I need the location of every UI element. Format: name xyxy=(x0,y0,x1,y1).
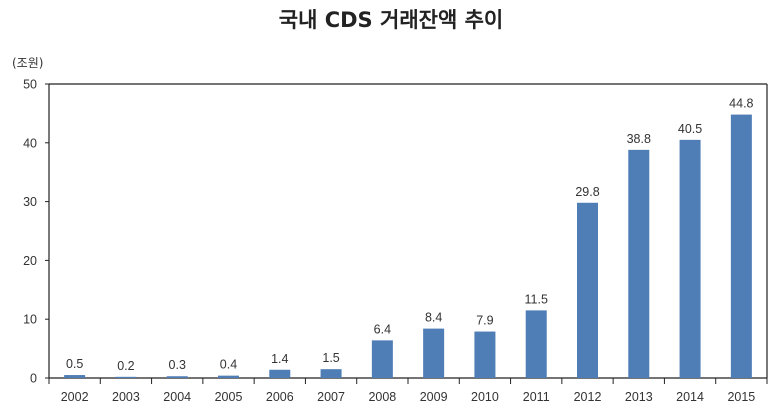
x-tick-label: 2005 xyxy=(215,390,243,404)
data-label-2011: 11.5 xyxy=(525,292,548,306)
data-label-2010: 7.9 xyxy=(476,314,493,328)
x-tick-label: 2003 xyxy=(112,390,140,404)
x-tick-label: 2015 xyxy=(727,390,755,404)
x-tick-label: 2008 xyxy=(368,390,396,404)
data-label-2003: 0.2 xyxy=(117,359,134,373)
bar-2005 xyxy=(218,375,239,378)
bar-2015 xyxy=(730,114,752,379)
y-tick-label: 10 xyxy=(23,313,37,327)
x-tick-label: 2013 xyxy=(625,390,653,404)
bar-2002 xyxy=(64,375,86,378)
y-tick-label: 0 xyxy=(30,372,37,386)
data-label-2012: 29.8 xyxy=(575,185,599,199)
x-tick-label: 2012 xyxy=(574,390,602,404)
x-tick-label: 2007 xyxy=(317,390,345,404)
x-tick-label: 2011 xyxy=(523,390,550,404)
data-label-2007: 1.5 xyxy=(322,351,339,365)
data-label-2014: 40.5 xyxy=(678,122,702,136)
x-tick-label: 2009 xyxy=(420,390,448,404)
y-tick-label: 30 xyxy=(23,195,37,209)
bar-2014 xyxy=(679,139,701,378)
y-tick-label: 20 xyxy=(23,254,37,268)
data-label-2002: 0.5 xyxy=(66,357,83,371)
data-label-2004: 0.3 xyxy=(169,358,186,372)
x-tick-label: 2004 xyxy=(163,390,191,404)
y-tick-label: 40 xyxy=(23,136,37,150)
bar-2012 xyxy=(577,202,598,378)
data-label-2015: 44.8 xyxy=(729,97,753,111)
y-axis-unit-label: (조원) xyxy=(12,56,43,70)
data-label-2006: 1.4 xyxy=(271,352,288,366)
bar-2007 xyxy=(320,369,342,378)
data-label-2005: 0.4 xyxy=(220,358,237,372)
bar-2011 xyxy=(525,310,547,378)
bar-2003 xyxy=(115,376,137,378)
x-tick-label: 2006 xyxy=(266,390,294,404)
bar-2008 xyxy=(371,340,393,378)
chart-title: 국내 CDS 거래잔액 추이 xyxy=(279,8,503,32)
bar-2006 xyxy=(269,369,291,378)
bar-2013 xyxy=(628,149,650,378)
bar-2009 xyxy=(423,328,445,378)
data-label-2008: 6.4 xyxy=(374,322,391,336)
data-label-2013: 38.8 xyxy=(627,132,651,146)
x-tick-label: 2002 xyxy=(61,390,89,404)
y-tick-label: 50 xyxy=(23,78,37,92)
bar-2004 xyxy=(166,376,188,378)
x-tick-label: 2010 xyxy=(471,390,499,404)
bar-2010 xyxy=(474,331,496,378)
x-tick-label: 2014 xyxy=(676,390,704,404)
data-label-2009: 8.4 xyxy=(425,311,442,325)
